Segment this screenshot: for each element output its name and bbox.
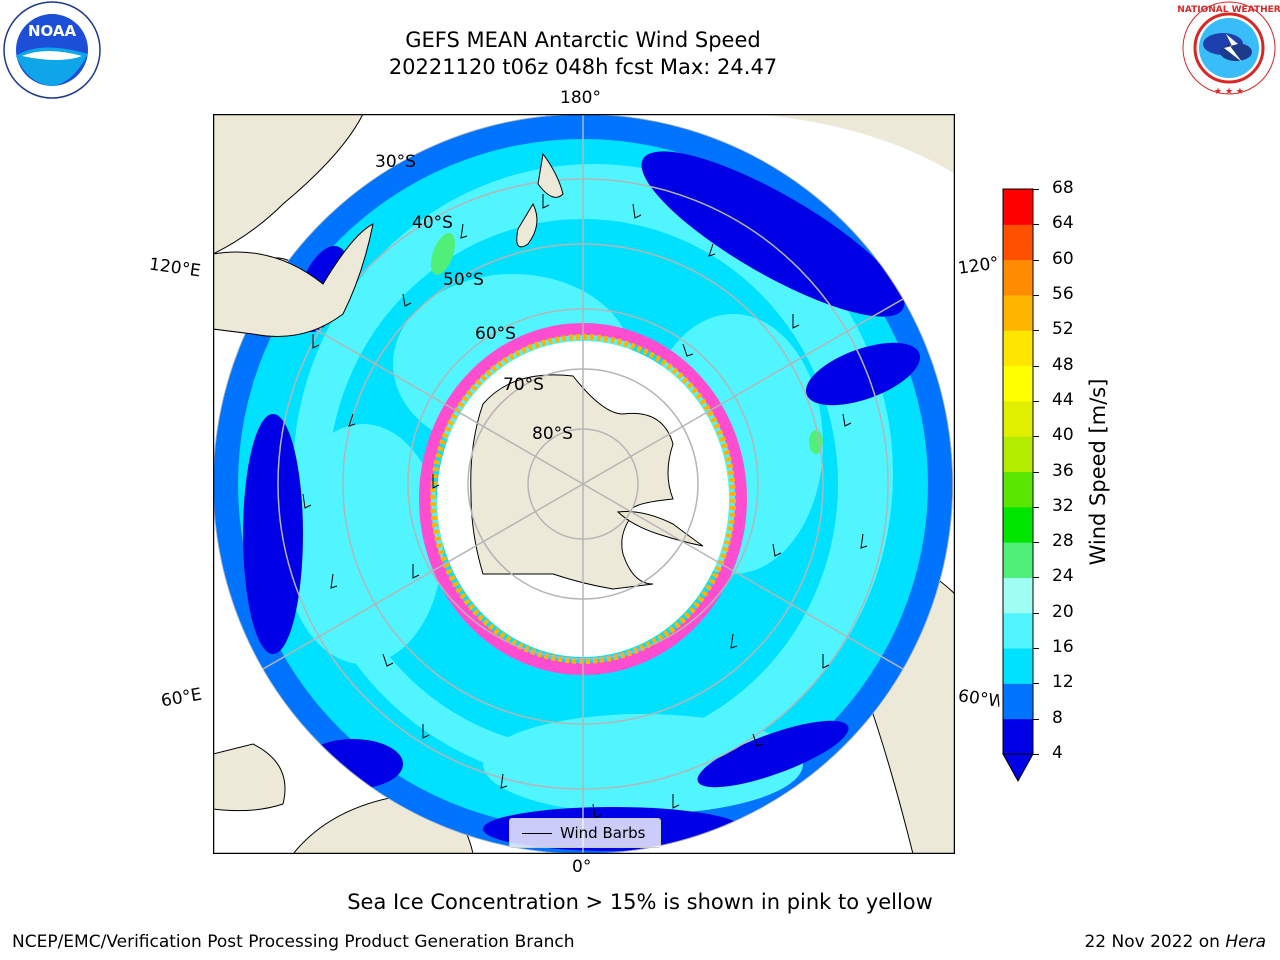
colorbar-tick-mark [1033,718,1039,720]
colorbar-tick-label: 56 [1052,283,1074,304]
colorbar-bin [1003,506,1033,543]
footer-credit: NCEP/EMC/Verification Post Processing Pr… [12,932,575,952]
colorbar-tick-label: 60 [1052,248,1074,269]
colorbar-tick-label: 68 [1052,178,1074,198]
colorbar-tick-mark [1033,294,1039,296]
colorbar-bin [1003,542,1033,578]
map-legend: Wind Barbs [509,818,661,848]
colorbar-bin [1003,612,1033,649]
nws-logo: NATIONAL WEATHER ★ ★ ★ [1177,0,1280,100]
colorbar-tick-mark [1033,400,1039,402]
wind-barb-legend-line [522,832,552,834]
svg-text:NATIONAL WEATHER: NATIONAL WEATHER [1178,5,1280,15]
colorbar-tick-label: 44 [1052,389,1074,410]
colorbar-bin [1003,683,1033,720]
legend-label: Wind Barbs [560,824,646,842]
colorbar-bin [1003,330,1033,367]
colorbar [1002,188,1034,783]
colorbar-tick-label: 52 [1052,319,1074,340]
colorbar-tick-mark [1033,224,1039,226]
footer-host: Hera [1225,932,1266,952]
colorbar-tick-mark [1033,648,1039,650]
colorbar-bin [1003,259,1033,296]
colorbar-bin [1003,648,1033,684]
colorbar-tick-label: 36 [1052,460,1074,481]
colorbar-tick-mark [1033,189,1039,190]
colorbar-bin [1003,577,1033,614]
colorbar-bin [1003,400,1033,437]
colorbar-tick-mark [1033,683,1039,685]
lon-label-0: 0° [572,857,592,877]
caption: Sea Ice Concentration > 15% is shown in … [347,890,933,914]
colorbar-tick-mark [1033,542,1039,544]
lat-label-50s: 50°S [443,270,484,290]
colorbar-bin [1003,436,1033,472]
colorbar-bin [1003,224,1033,261]
colorbar-tick-label: 32 [1052,495,1074,516]
lon-label-180: 180° [560,88,601,108]
polar-map: 180° 0° 120°E 60°E 120°W 60°W 30°S 40°S … [148,88,1001,877]
svg-text:★ ★ ★: ★ ★ ★ [1214,87,1244,97]
colorbar-tick-mark [1033,577,1039,579]
colorbar-bin [1003,189,1033,225]
colorbar-tick-label: 40 [1052,425,1074,446]
colorbar-tick-label: 16 [1052,637,1074,658]
colorbar-tick-label: 4 [1052,743,1063,763]
noaa-logo-text: NOAA [28,22,77,40]
chart-title: GEFS MEAN Antarctic Wind Speed [405,28,761,52]
colorbar-extend-arrow [1002,753,1034,783]
colorbar-bin [1003,365,1033,402]
colorbar-tick-label: 20 [1052,601,1074,622]
colorbar-tick-mark [1033,436,1039,438]
colorbar-bin [1003,294,1033,331]
lon-label-120e: 120°E [147,254,202,282]
colorbar-label: Wind Speed [m/s] [1086,378,1110,566]
colorbar-tick-label: 64 [1052,213,1074,234]
colorbar-tick-label: 12 [1052,672,1074,693]
footer-date-text: 22 Nov 2022 on [1084,932,1226,952]
noaa-logo: NOAA [0,0,104,100]
lat-label-40s: 40°S [412,213,453,233]
colorbar-tick-mark [1033,754,1039,755]
colorbar-bin [1003,471,1033,508]
colorbar-tick-mark [1033,612,1039,614]
chart-subtitle: 20221120 t06z 048h fcst Max: 24.47 [388,55,778,79]
lon-label-60w: 60°W [956,686,1002,712]
lon-label-120w: 120°W [956,253,1002,279]
lat-label-60s: 60°S [475,324,516,344]
colorbar-tick-mark [1033,330,1039,332]
lon-label-60e: 60°E [159,684,204,712]
colorbar-tick-mark [1033,471,1039,473]
colorbar-tick-label: 8 [1052,707,1063,728]
colorbar-tick-label: 28 [1052,531,1074,552]
colorbar-tick-mark [1033,259,1039,261]
lat-label-30s: 30°S [375,152,416,172]
lat-label-80s: 80°S [532,424,573,444]
footer-date: 22 Nov 2022 on Hera [1084,932,1266,952]
colorbar-bin [1003,718,1033,755]
lat-label-70s: 70°S [503,375,544,395]
colorbar-tick-label: 48 [1052,354,1074,375]
colorbar-tick-mark [1033,365,1039,367]
colorbar-tick-label: 24 [1052,566,1074,587]
colorbar-tick-mark [1033,506,1039,508]
